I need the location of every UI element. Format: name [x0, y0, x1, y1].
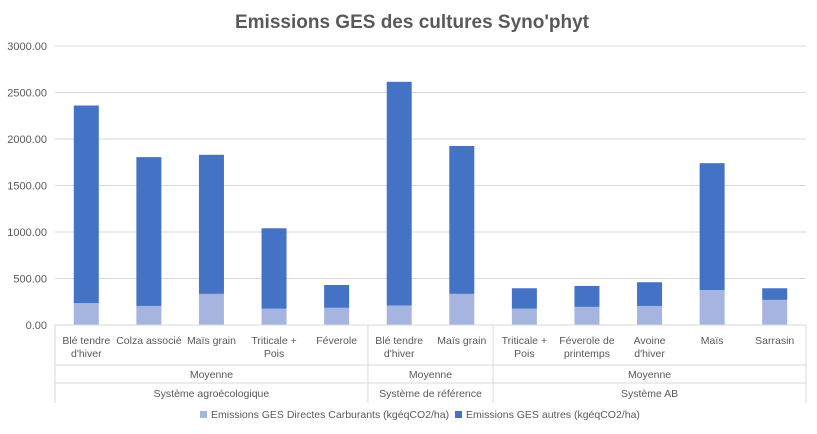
bar-direct-carburants [449, 293, 475, 325]
y-tick-label: 1000.00 [7, 227, 47, 239]
bar-autres [762, 288, 788, 300]
bar-autres [386, 81, 412, 306]
bar-autres [73, 105, 99, 304]
category-label: Blé tendre [375, 335, 423, 347]
bar-autres [198, 154, 224, 294]
category-label: d'hiver [384, 348, 415, 360]
y-tick-label: 2500.00 [7, 88, 47, 100]
category-label: Pois [514, 348, 534, 360]
group-label: Moyenne [409, 369, 452, 381]
y-tick-label: 500.00 [13, 274, 47, 286]
category-label: d'hiver [71, 348, 102, 360]
category-label: Maïs grain [187, 335, 236, 347]
category-label: Pois [264, 348, 284, 360]
category-label: Sarrasin [755, 335, 794, 347]
y-tick-label: 1500.00 [7, 181, 47, 193]
bars [73, 81, 788, 325]
bar-direct-carburants [574, 306, 600, 325]
y-tick-label: 3000.00 [7, 41, 47, 53]
category-label: d'hiver [634, 348, 665, 360]
bar-autres [136, 157, 162, 306]
bar-direct-carburants [699, 290, 725, 325]
bar-direct-carburants [136, 305, 162, 325]
category-label: Féverole [316, 335, 357, 347]
category-label: Colza associé [116, 335, 182, 347]
bar-direct-carburants [762, 299, 788, 325]
system-label: Système de référence [379, 388, 482, 400]
chart-title: Emissions GES des cultures Syno'phyt [235, 12, 590, 33]
legend-entry: Emissions GES autres (kgéqCO2/ha) [466, 409, 640, 421]
bar-direct-carburants [386, 305, 412, 325]
legend-swatch [200, 411, 207, 418]
y-axis: 0.00 500.00 1000.00 1500.00 2000.00 2500.00 30… [7, 41, 47, 332]
bar-autres [699, 163, 725, 291]
category-label: Féverole de [559, 335, 615, 347]
category-label: Avoine [634, 335, 666, 347]
bar-autres [511, 288, 537, 309]
system-label: Système agroécologique [154, 388, 270, 400]
bar-direct-carburants [324, 307, 350, 325]
system-label: Système AB [621, 388, 678, 400]
category-label: Triticale + [502, 335, 547, 347]
legend-entry: Emissions GES Directes Carburants (kgéqC… [211, 409, 449, 421]
category-label: printemps [564, 348, 610, 360]
legend: Emissions GES Directes Carburants (kgéqC… [200, 409, 640, 421]
group-label: Moyenne [190, 369, 233, 381]
bar-direct-carburants [261, 308, 287, 325]
bar-autres [449, 145, 475, 294]
category-label: Blé tendre [62, 335, 110, 347]
bar-autres [324, 285, 350, 308]
bar-direct-carburants [637, 305, 663, 325]
bar-direct-carburants [73, 303, 99, 325]
group-label: Moyenne [628, 369, 671, 381]
category-label: Maïs grain [437, 335, 486, 347]
bar-autres [574, 285, 600, 307]
bar-direct-carburants [198, 293, 224, 325]
gridlines [55, 45, 806, 279]
y-tick-label: 0.00 [26, 320, 47, 332]
bar-autres [261, 228, 287, 309]
y-tick-label: 2000.00 [7, 134, 47, 146]
bar-autres [637, 282, 663, 306]
category-label: Maïs [701, 335, 724, 347]
bar-direct-carburants [511, 308, 537, 325]
category-label: Triticale + [251, 335, 296, 347]
legend-swatch [455, 411, 462, 418]
